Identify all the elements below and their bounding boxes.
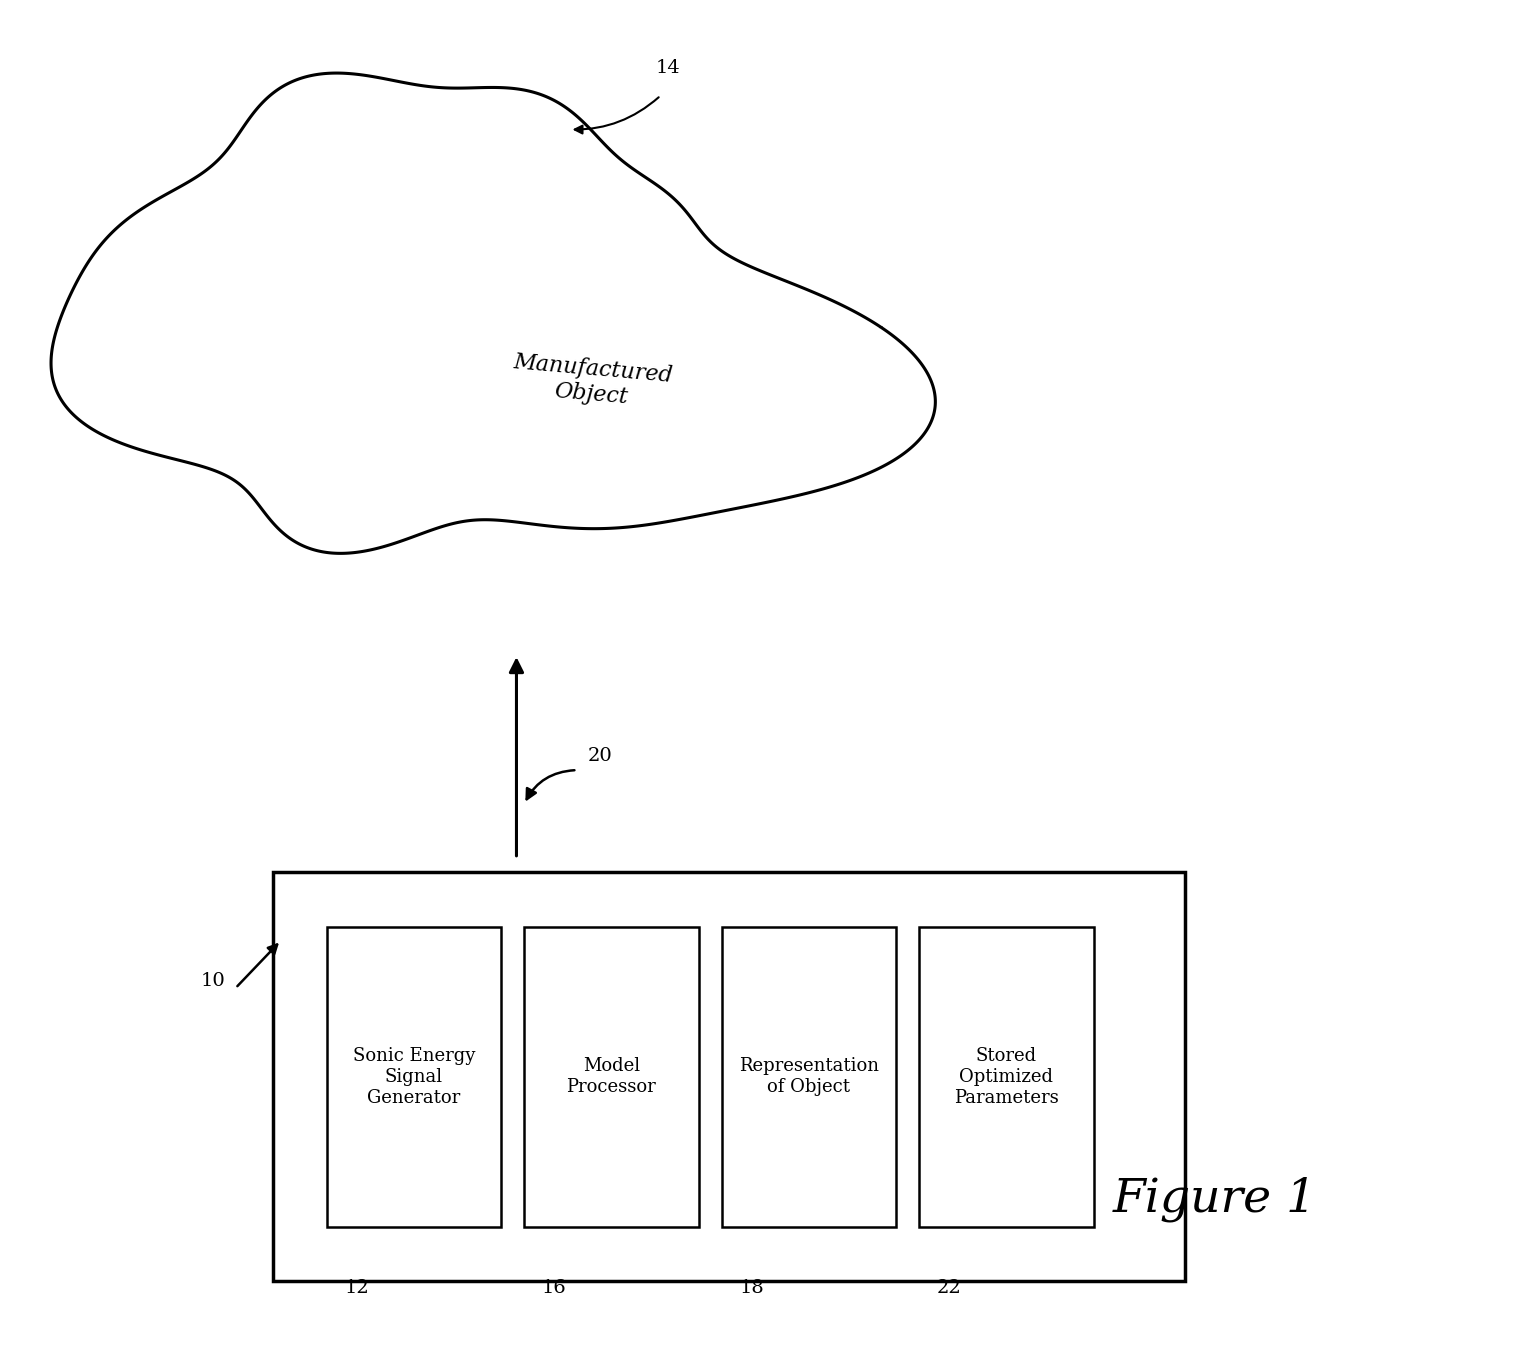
Text: 18: 18: [740, 1278, 764, 1298]
Text: Sonic Energy
Signal
Generator: Sonic Energy Signal Generator: [352, 1047, 475, 1107]
Text: Figure 1: Figure 1: [1113, 1176, 1317, 1223]
Text: 10: 10: [201, 972, 225, 991]
PathPatch shape: [52, 74, 936, 553]
Text: 14: 14: [656, 59, 681, 78]
Text: 20: 20: [588, 747, 612, 766]
Bar: [524, 927, 699, 1227]
Bar: [273, 872, 1185, 1281]
Bar: [919, 927, 1094, 1227]
Text: Stored
Optimized
Parameters: Stored Optimized Parameters: [954, 1047, 1059, 1107]
Text: 16: 16: [542, 1278, 567, 1298]
Text: 12: 12: [345, 1278, 369, 1298]
Text: Model
Processor: Model Processor: [567, 1058, 656, 1096]
Bar: [722, 927, 896, 1227]
Text: Manufactured
Object: Manufactured Object: [510, 352, 674, 412]
Text: 22: 22: [937, 1278, 962, 1298]
Bar: [327, 927, 501, 1227]
Text: Representation
of Object: Representation of Object: [738, 1058, 880, 1096]
